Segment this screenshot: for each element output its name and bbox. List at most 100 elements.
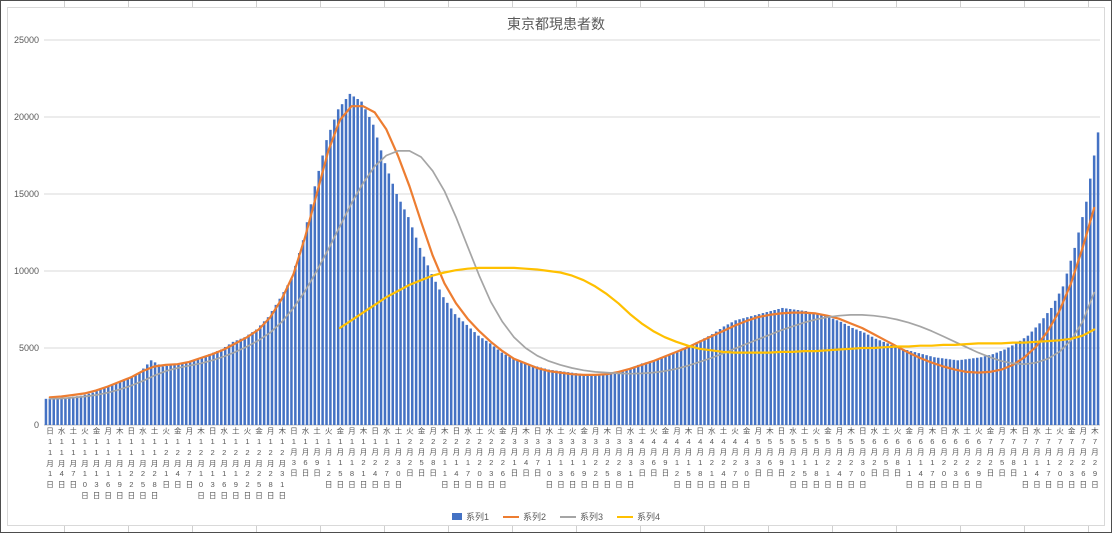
bar [1053,300,1057,425]
x-axis-label: 月4月12日 [671,427,683,505]
bar [153,362,157,425]
x-axis-label: 木6月17日 [926,427,938,505]
bar [905,350,909,425]
legend-line-swatch-icon [560,515,576,518]
bar [999,351,1002,425]
bar [769,311,772,425]
bar [609,373,613,425]
bar [149,360,153,425]
x-axis-label: 火1月12日 [323,427,335,505]
bar [247,334,250,425]
x-axis-label-text: 土11月7日 [68,427,78,490]
x-axis-label-text: 日4月18日 [695,427,705,490]
bar [722,326,726,425]
bar [812,313,815,425]
x-axis-label: 水4月21日 [706,427,718,505]
x-axis-label-text: 木3月25日 [602,427,612,490]
bar [87,393,91,425]
y-axis-label: 10000 [14,266,39,276]
x-axis-label-text: 金5月21日 [823,427,833,490]
bar [562,371,566,425]
x-axis-label-text: 木5月27日 [846,427,856,490]
bar [169,365,172,425]
bar [976,357,979,425]
bar [757,314,761,425]
bar [1057,293,1061,425]
bar [890,344,893,425]
x-axis-label: 月12月7日 [183,427,195,505]
bar [707,336,710,425]
bar [430,274,433,425]
legend-item[interactable]: 系列2 [502,510,546,523]
bar [574,373,578,425]
bar [835,320,839,425]
x-axis-label: 金2月26日 [497,427,509,505]
x-axis-label-text: 金11月13日 [92,427,102,502]
chart-title[interactable]: 東京都現患者数 [507,16,605,32]
x-axis-label-text: 火2月2日 [405,427,415,479]
bar [1061,286,1065,425]
bar [508,356,511,425]
x-axis-label: 水1月6日 [299,427,311,505]
x-axis-label: 水6月2日 [868,427,880,505]
x-axis-label: 金4月30日 [741,427,753,505]
bar [165,365,168,425]
bar [157,364,161,425]
bar [656,358,659,425]
x-axis-label: 土6月5日 [880,427,892,505]
x-axis-label-text: 土2月20日 [475,427,485,490]
x-axis-label-text: 日11月1日 [45,427,55,490]
x-axis-label-text: 日5月9日 [776,427,786,479]
x-axis-label-text: 月7月26日 [1078,427,1088,490]
x-axis-label-text: 水11月25日 [138,427,148,502]
x-axis-label-text: 水5月12日 [788,427,798,490]
bar [107,386,110,425]
x-axis-label-text: 月1月18日 [347,427,357,490]
bar [348,93,352,426]
bar [913,352,917,425]
x-axis-label: 月12月28日 [265,427,277,505]
x-axis-label: 金5月21日 [822,427,834,505]
x-axis-label: 日5月9日 [775,427,787,505]
x-axis-label: 木3月4日 [520,427,532,505]
bar [410,227,414,425]
bar [294,265,297,425]
bar [333,119,336,425]
legend-item[interactable]: 系列4 [617,510,660,523]
bar [1069,260,1073,425]
bar [223,346,227,425]
bar [255,329,258,425]
bar [882,341,885,425]
bar [1038,323,1041,425]
bar [855,329,858,425]
x-axis-label-text: 金7月23日 [1067,427,1077,490]
x-axis-label: 木2月11日 [439,427,451,505]
bar [134,374,137,425]
bar [831,318,835,425]
x-axis-label: 火11月10日 [79,427,91,505]
bar [629,368,632,425]
bar [968,358,971,425]
chart-area[interactable]: 東京都現患者数 0 5000 10000 15000 20000 25000 日11月1日… [7,7,1105,526]
bar [644,362,648,425]
x-axis-label-text: 月5月3日 [753,427,763,479]
bar [251,332,254,425]
bar [177,364,180,425]
legend-item[interactable]: 系列1 [451,510,489,523]
bar [181,363,184,425]
bar [870,336,874,425]
x-axis-label-text: 日11月22日 [126,427,136,502]
bar [274,304,278,425]
legend-item[interactable]: 系列3 [560,510,603,523]
x-axis-labels: 日11月1日 水11月4日 土11月7日 火11月10日 金11月13日 月11月16日木… [44,427,1100,505]
bar [636,364,640,425]
plot-area[interactable]: 0 5000 10000 15000 20000 25000 [8,8,1106,527]
bar [839,321,843,425]
bar [290,278,293,425]
x-axis-label: 金7月23日 [1066,427,1078,505]
bar [91,392,94,425]
x-axis-label-text: 木12月31日 [277,427,287,502]
bar [301,240,305,425]
x-axis-label: 日7月11日 [1019,427,1031,505]
bar [570,372,574,425]
